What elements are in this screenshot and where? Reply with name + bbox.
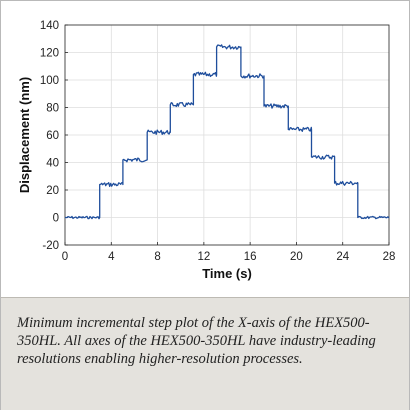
y-axis-label: Displacement (nm) [17,77,32,193]
figure-caption: Minimum incremental step plot of the X-a… [17,315,376,367]
grid-layer [64,24,390,246]
y-tick-label: -20 [42,240,59,252]
y-tick-label: 100 [40,75,59,87]
x-tick-label: 24 [336,251,349,263]
caption-box: Minimum incremental step plot of the X-a… [1,297,409,410]
x-tick-label: 20 [290,251,303,263]
x-tick-label: 12 [197,251,210,263]
y-tick-label: 80 [46,103,59,115]
y-tick-label: 140 [40,20,59,32]
series-layer [65,44,390,220]
x-tick-label: 0 [62,251,68,263]
y-tick-label: 20 [46,185,59,197]
x-axis-label: Time (s) [202,266,252,281]
displacement-series-line [65,44,390,220]
y-tick-label: 0 [53,213,59,225]
y-tick-label: 60 [46,130,59,142]
x-tick-label: 16 [244,251,257,263]
x-tick-label: 8 [154,251,160,263]
y-tick-label: 120 [40,48,59,60]
chart-area: 0 4 8 12 16 20 24 28 -20 0 20 40 60 80 100 120 140 Time … [1,1,409,297]
x-tick-label: 28 [383,251,396,263]
x-tick-label: 4 [108,251,115,263]
y-tick-label: 40 [46,158,59,170]
